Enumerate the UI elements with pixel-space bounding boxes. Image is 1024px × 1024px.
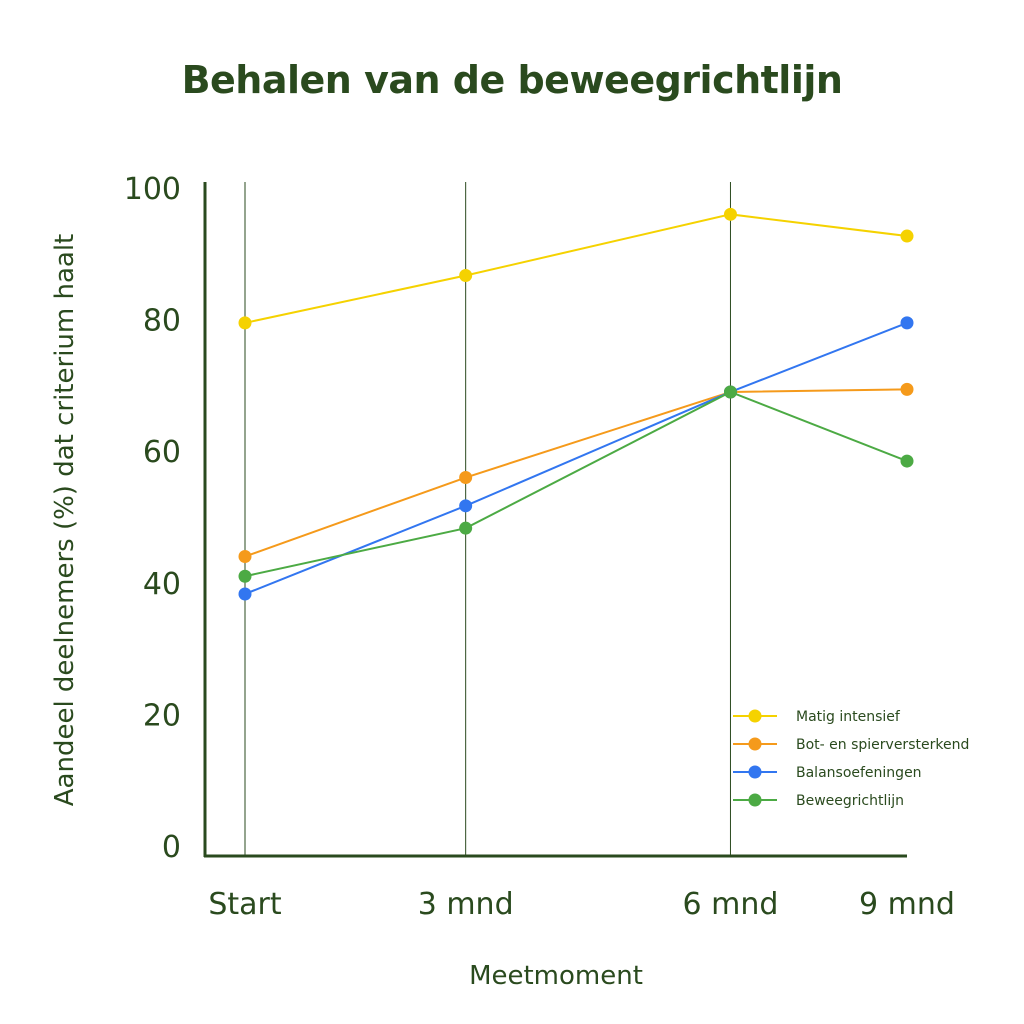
chart-title: Behalen van de beweegrichtlijn	[181, 58, 843, 102]
legend-label-2: Balansoefeningen	[796, 765, 922, 781]
legend-item-1: Bot- en spierversterkend	[733, 737, 969, 753]
y-tick-label-40: 40	[143, 567, 181, 602]
legend-label-0: Matig intensief	[796, 709, 901, 725]
legend-item-0: Matig intensief	[733, 709, 901, 725]
grid-lines	[244, 182, 731, 856]
legend-item-3: Beweegrichtlijn	[733, 793, 904, 809]
x-tick-labels: Start 3 mnd 6 mnd 9 mnd	[208, 887, 955, 922]
y-tick-label-0: 0	[162, 830, 181, 865]
axes	[203, 182, 907, 858]
x-tick-label-0: Start	[208, 887, 282, 922]
y-tick-labels: 0 20 40 60 80 100	[124, 172, 181, 865]
data-point-3-0	[238, 569, 252, 583]
data-point-1-3	[900, 382, 914, 396]
series-line-3	[244, 390, 908, 578]
legend-label-3: Beweegrichtlijn	[796, 793, 904, 809]
data-point-1-1	[459, 471, 473, 485]
data-point-1-0	[238, 549, 252, 563]
series-line-1	[244, 388, 908, 558]
legend-marker-3	[748, 793, 762, 807]
data-point-3-2	[723, 385, 737, 399]
legend-label-1: Bot- en spierversterkend	[796, 737, 969, 753]
series-line-2	[244, 321, 908, 595]
data-point-2-0	[238, 587, 252, 601]
legend-item-2: Balansoefeningen	[733, 765, 922, 781]
series-3	[238, 385, 914, 583]
data-point-2-1	[459, 499, 473, 513]
data-point-3-3	[900, 454, 914, 468]
series-line-0	[244, 213, 908, 324]
series-lines	[238, 207, 914, 601]
legend-marker-0	[748, 709, 762, 723]
data-point-0-0	[238, 316, 252, 330]
data-point-0-2	[723, 207, 737, 221]
y-tick-label-100: 100	[124, 172, 181, 207]
series-2	[238, 316, 914, 601]
y-tick-label-20: 20	[143, 698, 181, 733]
legend-marker-1	[748, 737, 762, 751]
legend-marker-2	[748, 765, 762, 779]
data-point-0-1	[459, 269, 473, 283]
y-tick-label-80: 80	[143, 304, 181, 339]
data-point-2-3	[900, 316, 914, 330]
x-axis-title: Meetmoment	[469, 961, 643, 991]
x-tick-label-3: 9 mnd	[859, 887, 955, 922]
series-0	[238, 207, 914, 330]
legend: Matig intensief Bot- en spierversterkend B…	[733, 709, 969, 809]
x-tick-label-1: 3 mnd	[418, 887, 514, 922]
y-axis-title: Aandeel deelnemers (%) dat criterium haa…	[50, 234, 80, 807]
y-tick-label-60: 60	[143, 435, 181, 470]
x-tick-label-2: 6 mnd	[683, 887, 779, 922]
data-point-3-1	[459, 521, 473, 535]
data-point-0-3	[900, 229, 914, 243]
series-1	[238, 382, 914, 563]
